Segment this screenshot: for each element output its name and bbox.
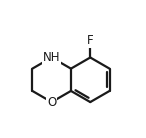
- Text: F: F: [87, 34, 94, 47]
- Text: NH: NH: [43, 51, 60, 64]
- Text: O: O: [47, 96, 56, 109]
